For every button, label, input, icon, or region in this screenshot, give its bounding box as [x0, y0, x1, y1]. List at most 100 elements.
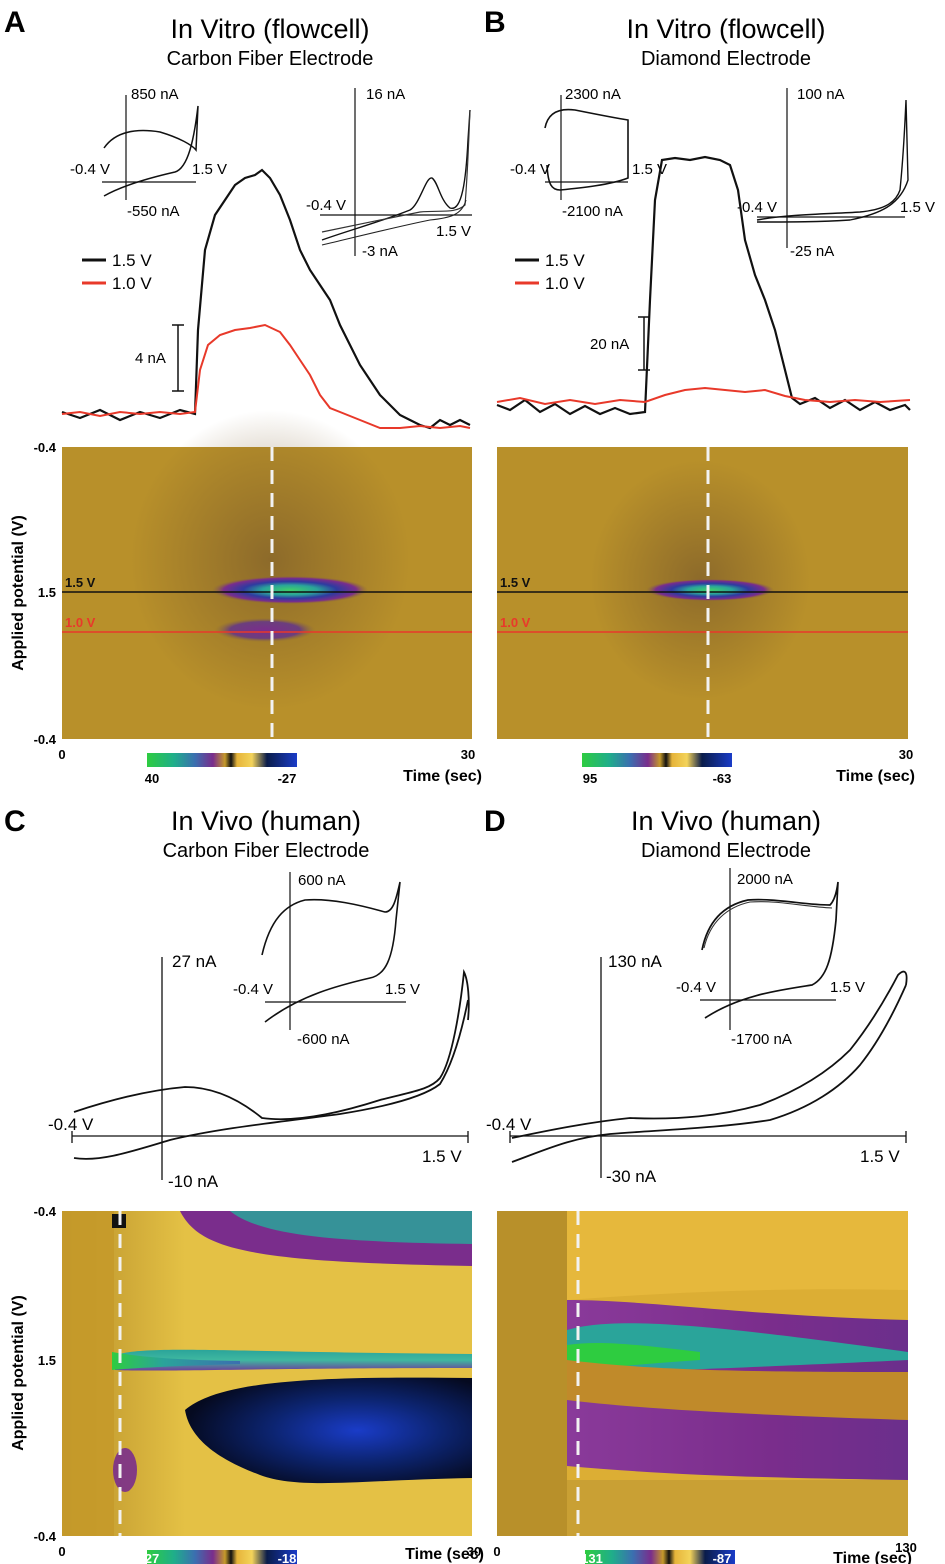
legend-label-1.0v: 1.0 V	[112, 274, 152, 293]
xtick-130: 130	[895, 1540, 917, 1555]
panel-b-heatmap: 1.5 V 1.0 V	[497, 447, 908, 739]
colorbar-min: -27	[278, 771, 297, 786]
panel-c-inset-cv: 600 nA -600 nA -0.4 V 1.5 V	[233, 872, 420, 1048]
colorbar-min: -87	[713, 1551, 732, 1564]
inset-right-bottom-label: -25 nA	[790, 243, 834, 260]
inset-xmax-label: 1.5 V	[830, 979, 865, 996]
inset-top-label: 600 nA	[298, 872, 346, 889]
panel-d-main-cv: 130 nA -30 nA -0.4 V 1.5 V	[486, 952, 908, 1186]
main-cv-bottom-label: -30 nA	[606, 1167, 657, 1186]
inset-left-xmin-label: -0.4 V	[70, 161, 110, 178]
panel-a-heatmap: 1.5 V 1.0 V	[62, 410, 472, 739]
hm-label-1.5v: 1.5 V	[500, 575, 531, 590]
ytick-bottom: -0.4	[34, 732, 57, 747]
inset-right-top-label: 100 nA	[797, 86, 845, 103]
panel-b-inset-right-cv: 100 nA -25 nA -0.4 V 1.5 V	[737, 86, 935, 260]
xtick-0: 0	[493, 1544, 500, 1559]
panel-b-axes: 30 Time (sec) 95 -63	[582, 747, 915, 786]
inset-left-xmin-label: -0.4 V	[510, 161, 550, 178]
inset-right-xmax-label: 1.5 V	[436, 223, 471, 240]
panel-a-title: In Vitro (flowcell)	[170, 14, 369, 44]
inset-left-bottom-label: -550 nA	[127, 203, 180, 220]
panel-d: D In Vivo (human) Diamond Electrode 2000…	[484, 805, 917, 1564]
inset-xmax-label: 1.5 V	[385, 981, 420, 998]
ytick-top: -0.4	[34, 1204, 57, 1219]
main-cv-xmin-label: -0.4 V	[486, 1115, 532, 1134]
colorbar-min: -63	[713, 771, 732, 786]
panel-label-b: B	[484, 6, 506, 39]
colorbar	[585, 1550, 735, 1564]
panel-a-inset-right-cv: 16 nA -3 nA -0.4 V 1.5 V	[306, 86, 472, 260]
trace-1.5v	[496, 155, 911, 416]
xtick-0: 0	[58, 1544, 65, 1559]
panel-b-legend: 1.5 V 1.0 V	[515, 251, 585, 293]
inset-right-xmin-label: -0.4 V	[306, 197, 346, 214]
main-cv-xmax-label: 1.5 V	[860, 1147, 900, 1166]
colorbar-min: -18	[278, 1551, 297, 1564]
main-cv-top-label: 130 nA	[608, 952, 663, 971]
inset-right-xmax-label: 1.5 V	[900, 199, 935, 216]
inset-bottom-label: -600 nA	[297, 1031, 350, 1048]
colorbar	[582, 753, 732, 767]
panel-b: B In Vitro (flowcell) Diamond Electrode …	[484, 6, 935, 786]
ytick-mid: 1.5	[38, 1353, 56, 1368]
blob-1.5v	[212, 576, 368, 604]
panel-a-scale-bar: 4 nA	[135, 324, 184, 392]
inset-left-bottom-label: -2100 nA	[562, 203, 623, 220]
main-cv-top-label: 27 nA	[172, 952, 217, 971]
scale-bar-label: 4 nA	[135, 350, 166, 367]
trace-1.0v	[496, 386, 911, 406]
hm-label-1.0v: 1.0 V	[65, 615, 96, 630]
panel-c-main-cv: 27 nA -10 nA -0.4 V 1.5 V	[48, 952, 470, 1191]
panel-b-subtitle: Diamond Electrode	[641, 48, 811, 70]
panel-d-subtitle: Diamond Electrode	[641, 840, 811, 862]
panel-c-axes: -0.4 1.5 -0.4 Applied potential (V) 0 30…	[10, 1204, 484, 1564]
inset-left-xmax-label: 1.5 V	[192, 161, 227, 178]
inset-top-label: 2000 nA	[737, 871, 793, 888]
ytick-bottom: -0.4	[34, 1529, 57, 1544]
x-axis-label: Time (sec)	[833, 1550, 912, 1564]
colorbar-max: 131	[581, 1551, 603, 1564]
xtick-0: 0	[58, 747, 65, 762]
panel-label-a: A	[4, 6, 26, 39]
panel-d-axes: 0 130 Time (sec) 131 -87	[493, 1540, 917, 1564]
panel-b-scale-bar: 20 nA	[590, 316, 650, 371]
main-cv-bottom-label: -10 nA	[168, 1172, 219, 1191]
trace-1.5v	[61, 168, 471, 430]
panel-a: A In Vitro (flowcell) Carbon Fiber Elect…	[4, 6, 482, 786]
hm-label-1.5v: 1.5 V	[65, 575, 96, 590]
colorbar	[147, 1550, 297, 1564]
panel-c-heatmap	[62, 1211, 472, 1536]
panel-d-title: In Vivo (human)	[631, 806, 821, 836]
colorbar-max: 40	[145, 771, 159, 786]
inset-right-bottom-label: -3 nA	[362, 243, 398, 260]
panel-b-title: In Vitro (flowcell)	[626, 14, 825, 44]
xtick-30: 30	[467, 1544, 481, 1559]
x-axis-label: Time (sec)	[836, 768, 915, 785]
main-cv-xmax-label: 1.5 V	[422, 1147, 462, 1166]
panel-b-inset-left-cv: 2300 nA -2100 nA -0.4 V 1.5 V	[510, 86, 667, 220]
inset-left-xmax-label: 1.5 V	[632, 161, 667, 178]
legend-label-1.5v: 1.5 V	[112, 251, 152, 270]
inset-right-xmin-label: -0.4 V	[737, 199, 777, 216]
panel-label-d: D	[484, 805, 506, 838]
trace-1.0v	[61, 323, 471, 430]
inset-left-top-label: 850 nA	[131, 86, 179, 103]
blob-1.5v	[646, 579, 774, 601]
inset-left-top-label: 2300 nA	[565, 86, 621, 103]
inset-xmin-label: -0.4 V	[233, 981, 273, 998]
panel-c: C In Vivo (human) Carbon Fiber Electrode…	[4, 805, 484, 1564]
panel-d-inset-cv: 2000 nA -1700 nA -0.4 V 1.5 V	[676, 868, 865, 1048]
ytick-mid: 1.5	[38, 585, 56, 600]
colorbar-max: 95	[583, 771, 597, 786]
panel-a-axes: -0.4 1.5 -0.4 Applied potential (V) 0 30…	[10, 440, 482, 786]
main-cv-xmin-label: -0.4 V	[48, 1115, 94, 1134]
inset-right-top-label: 16 nA	[366, 86, 405, 103]
panel-a-inset-left-cv: 850 nA -550 nA -0.4 V 1.5 V	[70, 86, 227, 220]
xtick-30: 30	[899, 747, 913, 762]
inset-bottom-label: -1700 nA	[731, 1031, 792, 1048]
y-axis-label: Applied potential (V)	[10, 1295, 27, 1451]
inset-xmin-label: -0.4 V	[676, 979, 716, 996]
panel-d-heatmap	[497, 1211, 908, 1536]
